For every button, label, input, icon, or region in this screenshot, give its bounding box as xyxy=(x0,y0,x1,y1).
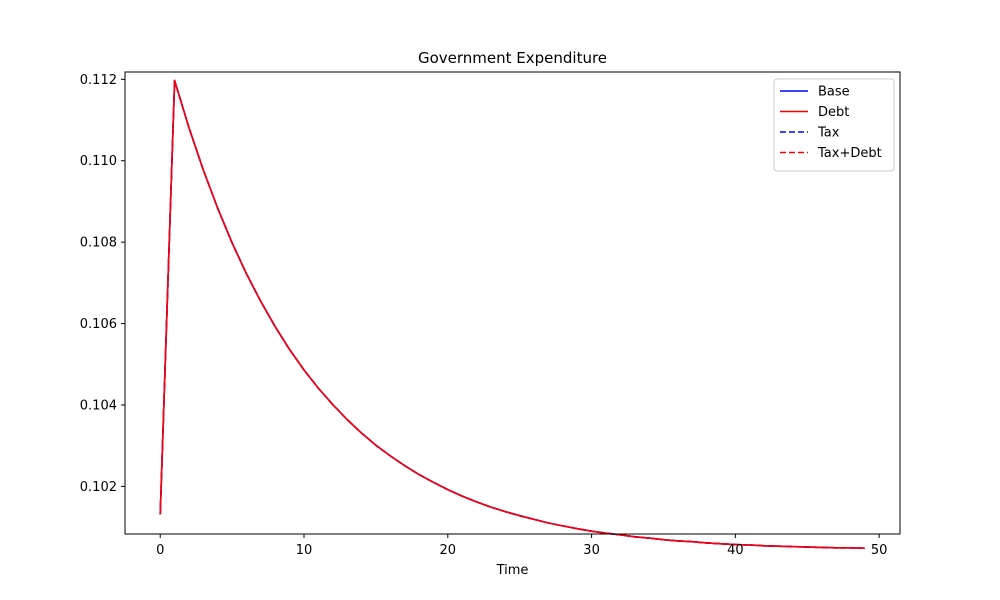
y-tick-label: 0.102 xyxy=(80,480,117,495)
legend-label: Tax xyxy=(817,126,840,141)
x-tick-label: 30 xyxy=(583,543,600,558)
series-layer xyxy=(159,79,865,550)
legend-label: Tax+Debt xyxy=(817,146,882,161)
y-axis-ticks: 0.102 0.104 0.106 0.108 0.110 0.112 xyxy=(80,73,125,495)
x-axis-label: Time xyxy=(496,563,529,578)
legend-label: Base xyxy=(818,85,850,100)
x-tick-label: 40 xyxy=(727,543,744,558)
legend-label: Debt xyxy=(818,105,849,120)
x-tick-label: 10 xyxy=(296,543,313,558)
x-tick-label: 0 xyxy=(156,543,164,558)
x-axis-ticks: 0 10 20 30 40 50 xyxy=(156,534,887,558)
y-tick-label: 0.112 xyxy=(80,73,117,88)
y-tick-label: 0.108 xyxy=(80,236,117,251)
chart-title: Government Expenditure xyxy=(418,49,607,67)
legend: Base Debt Tax Tax+Debt xyxy=(773,78,895,172)
x-tick-label: 20 xyxy=(440,543,457,558)
x-tick-label: 50 xyxy=(871,543,888,558)
y-tick-label: 0.104 xyxy=(80,398,117,413)
plot-frame xyxy=(124,71,901,535)
y-tick-label: 0.106 xyxy=(80,317,117,332)
legend-box xyxy=(773,78,895,172)
y-tick-label: 0.110 xyxy=(80,154,117,169)
series-line-4 xyxy=(159,79,865,550)
